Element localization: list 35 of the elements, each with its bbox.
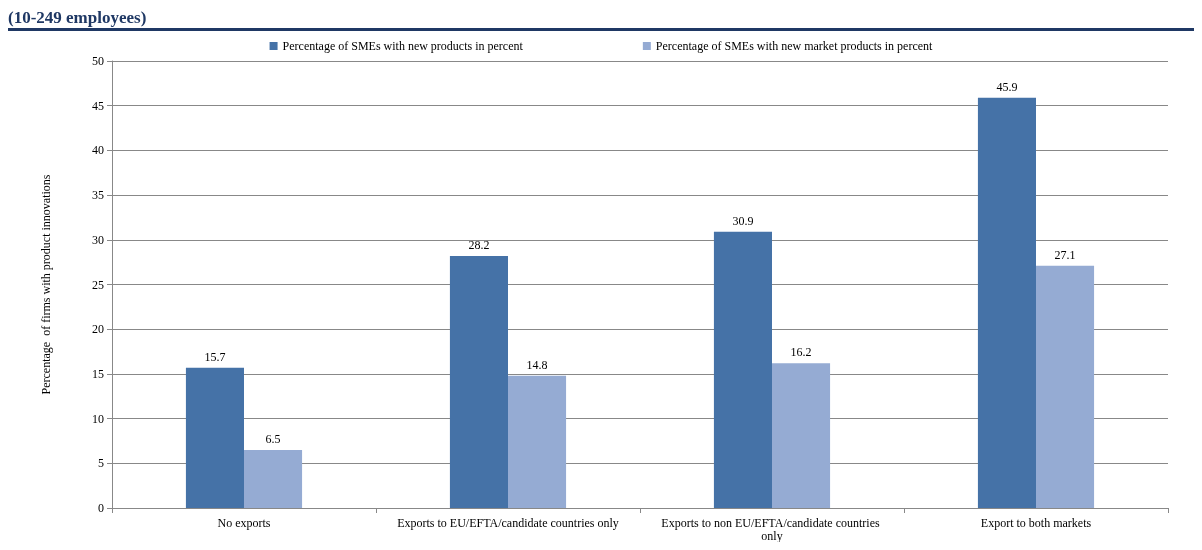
y-axis-title: Percentage of firms with product innovations xyxy=(39,174,53,395)
bar xyxy=(1036,265,1095,508)
bar xyxy=(508,375,567,508)
chart-title: (10-249 employees) xyxy=(8,8,1194,31)
y-tick-label: 40 xyxy=(92,143,104,158)
legend-label: Percentage of SMEs with new products in percent xyxy=(282,39,524,53)
bar xyxy=(977,97,1036,508)
y-tick-label: 25 xyxy=(92,277,104,292)
data-label: 16.2 xyxy=(790,345,812,360)
bar xyxy=(772,363,831,508)
x-tick-label: No exports xyxy=(217,515,271,530)
y-tick-label: 45 xyxy=(92,98,104,113)
data-label: 14.8 xyxy=(526,357,548,372)
y-tick-label: 30 xyxy=(92,232,104,247)
x-tick-label: Exports to EU/EFTA/candidate countries only xyxy=(397,515,619,530)
y-tick-label: 20 xyxy=(92,322,104,337)
x-tick-label: Exports to non EU/EFTA/candidate countries only xyxy=(661,515,883,543)
data-label: 45.9 xyxy=(996,79,1018,94)
y-tick-label: 50 xyxy=(92,54,104,68)
y-tick-label: 15 xyxy=(92,366,104,381)
x-tick-label: Export to both markets xyxy=(980,515,1092,530)
legend-label: Percentage of SMEs with new market products in percent xyxy=(655,39,934,53)
data-label: 28.2 xyxy=(468,237,490,252)
y-tick-label: 35 xyxy=(92,188,104,203)
data-label: 6.5 xyxy=(265,431,281,446)
bar xyxy=(185,367,244,508)
data-label: 15.7 xyxy=(204,349,226,364)
bar xyxy=(244,449,303,508)
data-label: 30.9 xyxy=(732,213,754,228)
y-tick-label: 0 xyxy=(98,501,104,515)
data-label: 27.1 xyxy=(1054,247,1076,262)
y-tick-label: 5 xyxy=(98,456,104,471)
bar xyxy=(449,255,508,508)
y-tick-label: 10 xyxy=(92,411,104,426)
bar xyxy=(713,231,772,508)
